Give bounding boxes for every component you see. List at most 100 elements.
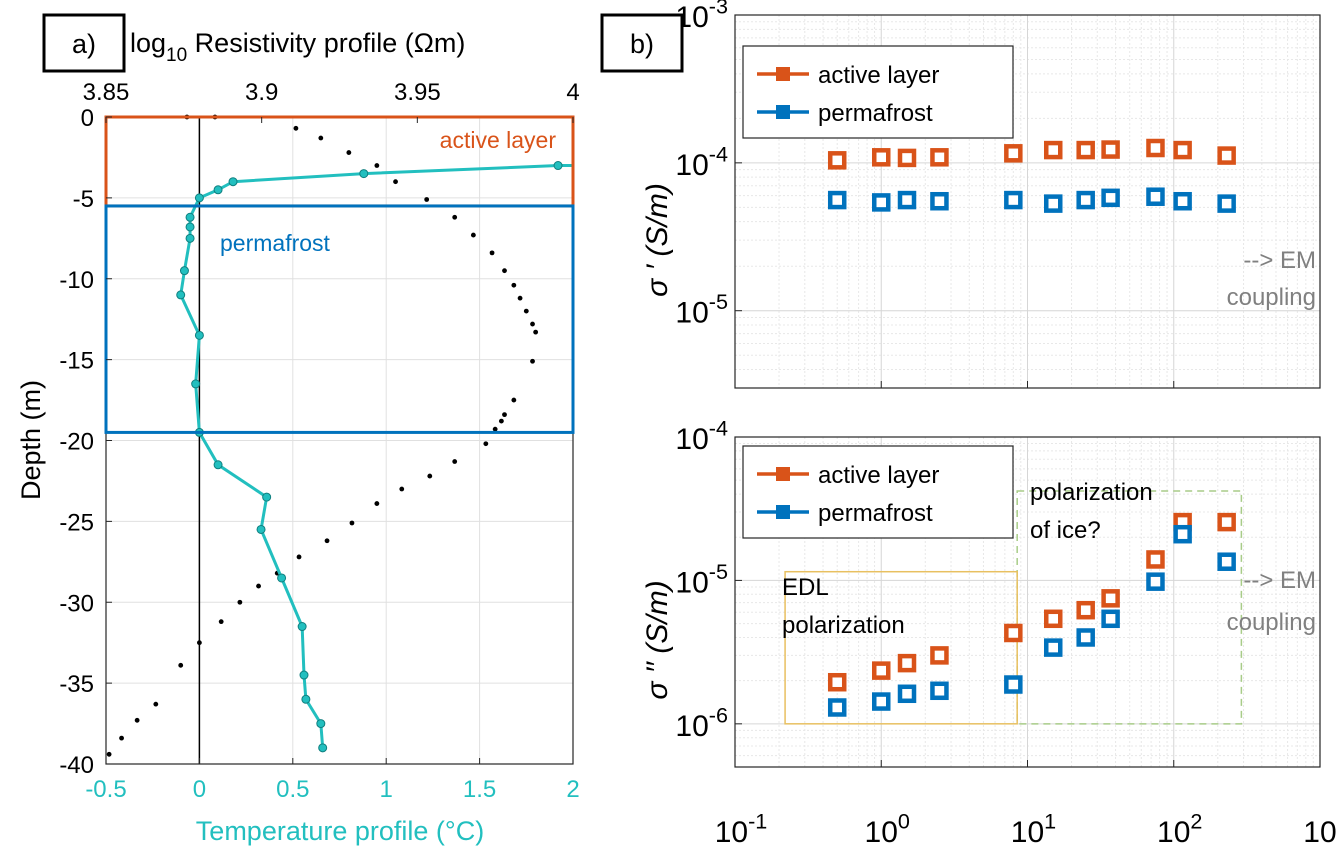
legend-box: [742, 45, 1014, 139]
legend-marker: [776, 467, 790, 481]
active-layer-point: [1004, 623, 1023, 643]
resistivity-point: [530, 358, 535, 364]
permafrost-point: [1004, 190, 1023, 210]
permafrost-point: [1076, 190, 1095, 210]
temperature-point: [277, 573, 287, 583]
y-tick-label: -25: [59, 509, 94, 536]
plot-frame: [734, 436, 1321, 768]
temperature-point: [318, 743, 328, 753]
x-tick-label: 101: [1011, 809, 1056, 850]
active-layer-point: [1076, 600, 1095, 620]
ice-region-label: of ice?: [1030, 517, 1101, 544]
active-layer-point: [1146, 138, 1165, 158]
resistivity-point: [452, 214, 458, 220]
x-tick-label-temperature: 1.5: [463, 776, 496, 803]
active-layer-point: [1101, 140, 1120, 159]
active-layer-point: [1146, 550, 1165, 569]
permafrost-point: [872, 692, 891, 711]
permafrost-point: [1044, 638, 1063, 657]
legend-entry: active layer: [818, 462, 939, 489]
y-tick-label: 10-6: [675, 702, 728, 743]
x-tick-label-resistivity: 3.9: [245, 79, 278, 106]
permafrost-point: [1146, 187, 1165, 206]
permafrost-point: [827, 698, 847, 717]
resistivity-point: [119, 735, 124, 741]
permafrost-point: [1004, 675, 1023, 694]
resistivity-point: [346, 150, 352, 155]
resistivity-point: [324, 538, 330, 544]
y-tick-label: 10-5: [675, 289, 728, 330]
temperature-point: [185, 212, 195, 222]
resistivity-point: [424, 197, 430, 202]
y-axis-label: Depth (m): [16, 380, 46, 500]
x-tick-label-temperature: 0.5: [276, 776, 309, 803]
permafrost-point: [1173, 191, 1192, 211]
resistivity-point: [197, 640, 202, 646]
legend-marker: [776, 505, 790, 519]
resistivity-point: [218, 619, 224, 625]
em-coupling-annotation: --> EM: [1243, 567, 1316, 594]
active-layer-point: [827, 151, 847, 170]
y-tick-label: -30: [59, 590, 94, 617]
x-tick-label-temperature: 2: [566, 776, 579, 803]
legend-entry: permafrost: [818, 100, 933, 127]
em-coupling-annotation: coupling: [1227, 609, 1316, 636]
resistivity-point: [502, 268, 507, 274]
resistivity-point: [178, 662, 184, 668]
active-layer-point: [872, 148, 891, 167]
temperature-point: [213, 185, 223, 195]
y-tick-label: -15: [59, 348, 94, 375]
legend-entry: active layer: [818, 62, 939, 89]
permafrost-point: [1044, 194, 1063, 213]
active-layer-point: [1076, 140, 1095, 160]
temperature-point: [262, 492, 272, 502]
resistivity-point: [427, 473, 433, 479]
resistivity-point: [374, 163, 380, 168]
em-coupling-annotation: coupling: [1227, 284, 1316, 311]
permafrost-point: [827, 190, 847, 210]
y-axis-label: σ ′ (S/m): [641, 183, 674, 297]
x-axis-label-temperature: Temperature profile (°C): [196, 816, 484, 846]
temperature-point: [213, 460, 223, 470]
permafrost-zone-label: permafrost: [220, 230, 331, 256]
resistivity-point: [393, 179, 398, 185]
permafrost-point: [1146, 572, 1165, 591]
temperature-point: [359, 169, 369, 179]
resistivity-point: [452, 459, 458, 464]
legend-marker: [776, 67, 790, 81]
temperature-point: [176, 290, 186, 300]
temperature-point: [297, 622, 307, 632]
edl-polarization-region: [784, 570, 1018, 725]
resistivity-point: [349, 520, 355, 526]
permafrost-point: [1101, 188, 1120, 208]
resistivity-point: [492, 426, 498, 432]
x-tick-label-resistivity: 4: [566, 79, 579, 106]
resistivity-point: [318, 135, 324, 141]
resistivity-point: [483, 441, 489, 447]
resistivity-point: [106, 751, 112, 757]
resistivity-point: [470, 232, 476, 238]
resistivity-point: [374, 501, 380, 506]
y-tick-label: 10-4: [675, 141, 728, 182]
active-layer-point: [1004, 144, 1023, 163]
em-coupling-annotation: --> EM: [1243, 247, 1316, 274]
active-layer-point: [897, 653, 917, 673]
permafrost-point: [1217, 194, 1236, 213]
y-tick-label: 10-5: [675, 559, 728, 600]
temperature-point: [194, 330, 204, 340]
temperature-point: [299, 670, 309, 680]
y-tick-label: 10-4: [675, 416, 728, 457]
top-axis-label: log10 Resistivity profile (Ωm): [130, 28, 465, 66]
legend-box: [742, 445, 1014, 539]
resistivity-point: [511, 397, 517, 403]
resistivity-point: [256, 583, 261, 589]
active-layer-point: [930, 646, 949, 665]
active-layer-point: [930, 148, 949, 167]
resistivity-point: [523, 308, 529, 314]
active-layer-point: [1101, 589, 1120, 608]
panel-label-a: a): [72, 29, 96, 59]
y-tick-label: -35: [59, 671, 94, 698]
resistivity-point: [237, 599, 243, 605]
